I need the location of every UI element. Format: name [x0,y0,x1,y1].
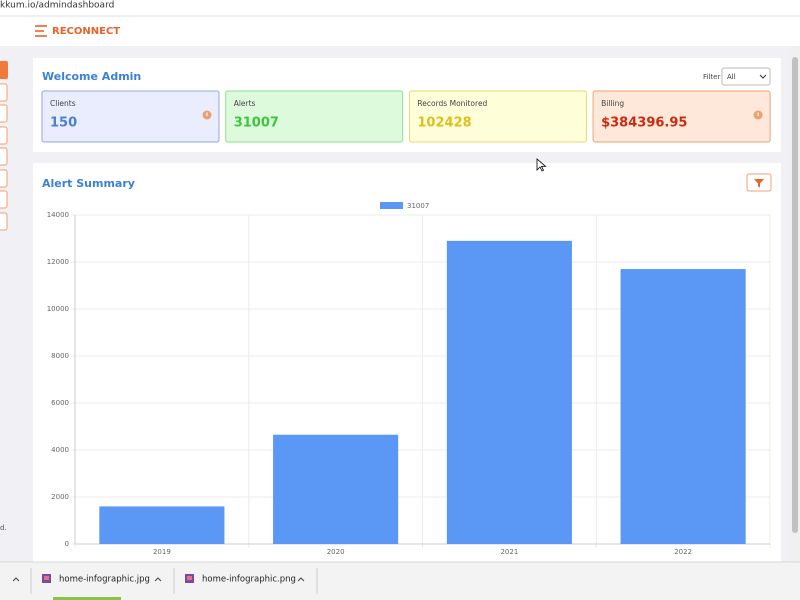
card-label: Alerts [234,99,256,108]
sidebar-item[interactable] [0,212,8,231]
menu-icon[interactable] [35,25,47,37]
x-tick-label: 2022 [674,548,692,556]
download-name[interactable]: home-infographic.jpg [59,575,150,585]
y-tick-label: 10000 [47,305,69,313]
progress [53,597,121,600]
card-label: Billing [601,99,624,108]
sidebar-item[interactable] [0,104,8,123]
downloads-bar [0,562,800,600]
url-bar [0,0,800,16]
sidebar-item[interactable] [0,169,8,188]
welcome-title: Welcome Admin [42,70,141,83]
y-tick-label: 6000 [51,399,69,407]
stat-card[interactable] [225,90,404,143]
filter-icon [754,179,764,188]
bar[interactable] [273,434,399,544]
bar[interactable] [446,240,572,544]
legend-swatch[interactable] [380,202,403,209]
bar[interactable] [620,269,746,544]
file-icon-inner [44,576,49,580]
url[interactable]: kkum.io/admindashboard [0,1,114,11]
y-tick-label: 12000 [47,258,69,266]
stat-card[interactable] [408,90,587,143]
y-tick-label: 2000 [51,493,69,501]
y-tick-label: 14000 [47,211,69,219]
chevron[interactable] [154,577,162,582]
sidebar-item[interactable] [0,190,8,209]
file-icon-inner [187,576,192,580]
mouse-cursor [536,158,547,172]
x-tick-label: 2020 [327,548,345,556]
card-value: $384396.95 [601,116,687,131]
card-label: Records Monitored [417,99,487,108]
scroll-thumb[interactable] [792,57,798,533]
chevron[interactable] [12,577,20,582]
stat-card[interactable] [41,90,220,143]
bar[interactable] [99,506,225,544]
y-tick-label: 4000 [51,446,69,454]
card-value: 102428 [417,116,471,131]
x-tick-label: 2021 [500,548,518,556]
brand[interactable]: RECONNECT [52,26,120,37]
y-tick-label: 8000 [51,352,69,360]
sidebar-items [0,83,8,231]
x-tick-label: 2019 [153,548,171,556]
sidebar-item[interactable] [0,61,8,79]
card-value: 31007 [234,116,279,131]
sidebar-item[interactable] [0,83,8,102]
app-header [0,17,800,46]
filter-select[interactable] [721,67,771,86]
filter-value[interactable]: All [727,73,736,81]
card-label: Clients [50,99,76,108]
filter-label: Filter [703,73,720,81]
chart-title: Alert Summary [42,177,135,190]
download-name[interactable]: home-infographic.png [202,575,296,585]
card-value: 150 [50,116,77,131]
sidebar-footer: d. [0,524,7,532]
stat-card[interactable] [592,90,771,143]
sidebar-item[interactable] [0,147,8,166]
sidebar-item[interactable] [0,126,8,145]
select-arrow [759,74,767,79]
y-tick-label: 0 [65,540,69,548]
legend-label[interactable]: 31007 [407,202,429,210]
chevron[interactable] [297,577,305,582]
